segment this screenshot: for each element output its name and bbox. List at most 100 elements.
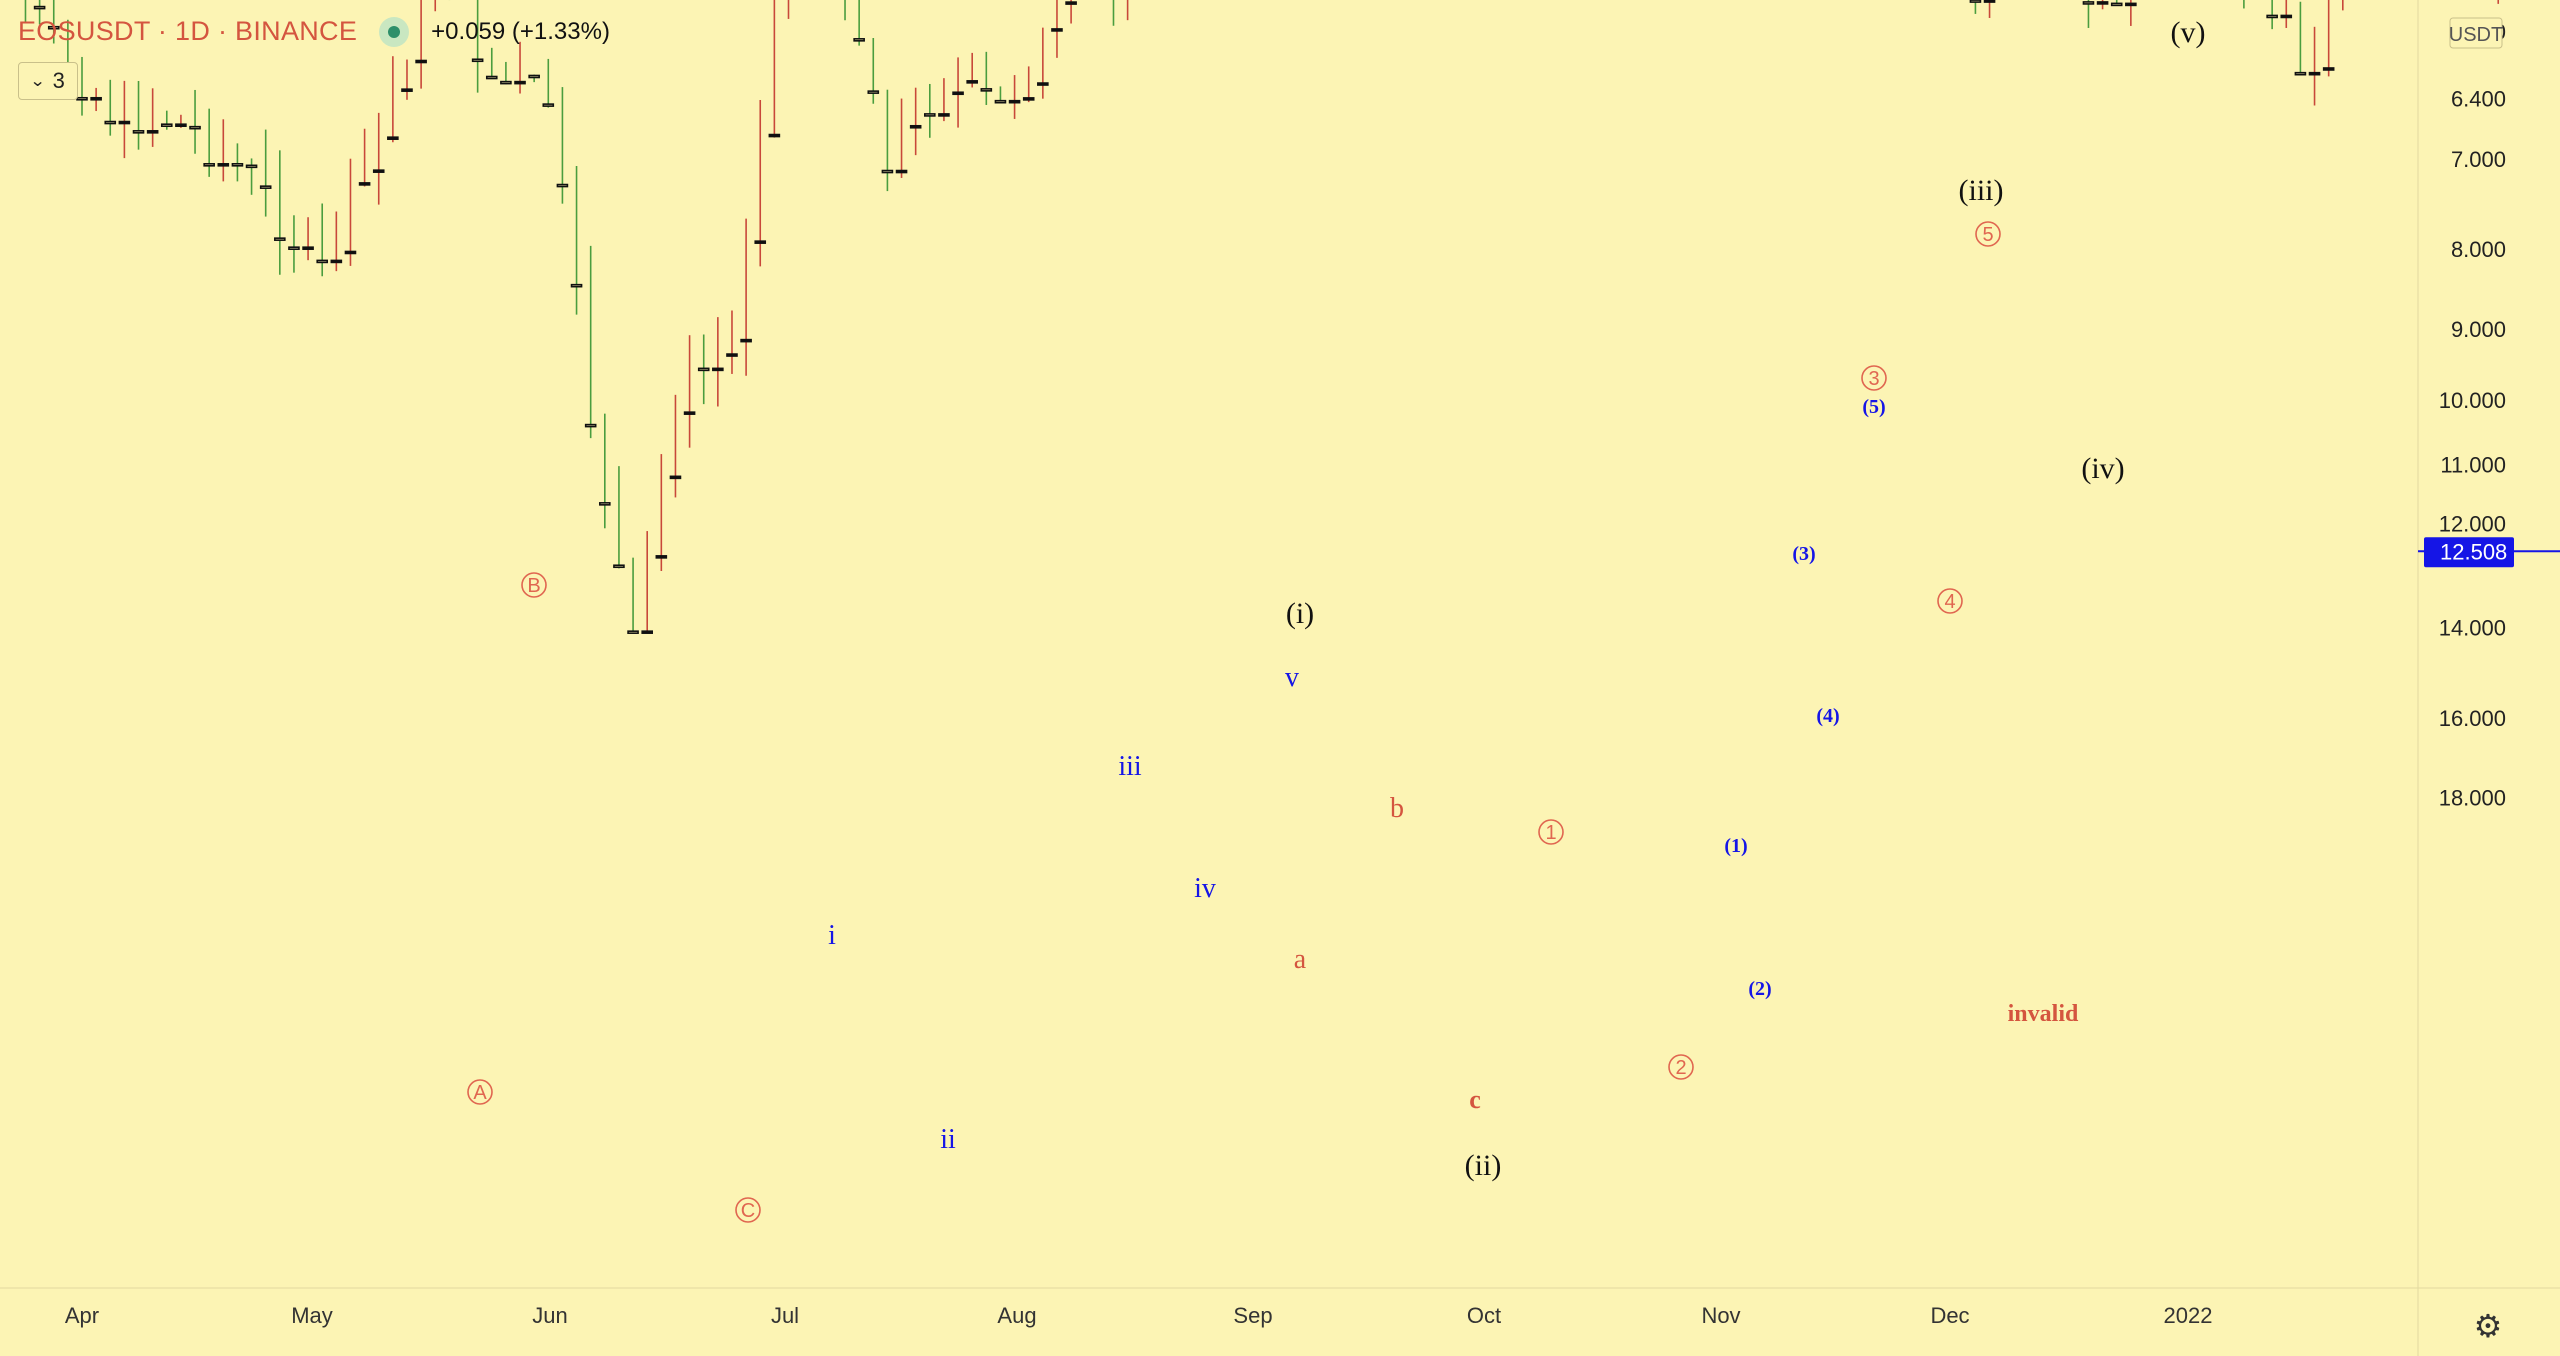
wave-label-blue-roman-2: ii (940, 1124, 956, 1155)
candle[interactable] (514, 80, 526, 85)
candle[interactable] (853, 38, 865, 42)
candle[interactable] (1008, 99, 1021, 104)
candle[interactable] (2096, 1, 2109, 5)
candle[interactable] (570, 283, 583, 288)
candle[interactable] (2280, 14, 2293, 19)
wave-label-blue-3: (3) (1792, 543, 1815, 565)
candle[interactable] (330, 259, 343, 264)
candle[interactable] (2125, 2, 2137, 7)
candle[interactable] (175, 123, 187, 128)
candle[interactable] (302, 246, 314, 250)
candle[interactable] (754, 240, 767, 244)
gear-icon[interactable]: ⚙ (2473, 1308, 2503, 1344)
candle[interactable] (1969, 0, 1982, 3)
time-axis-label: Dec (1930, 1303, 1969, 1328)
candle[interactable] (288, 246, 300, 250)
candle[interactable] (2266, 14, 2278, 19)
candle[interactable] (316, 259, 329, 264)
candle[interactable] (259, 185, 272, 189)
candle[interactable] (189, 125, 201, 130)
candle[interactable] (683, 411, 696, 415)
price-axis-label: 7.000 (2451, 147, 2506, 172)
price-axis-label: 14.000 (2439, 615, 2506, 640)
candle[interactable] (2322, 67, 2335, 71)
candle[interactable] (500, 80, 512, 85)
candle[interactable] (203, 163, 215, 167)
candle[interactable] (599, 502, 611, 506)
candle[interactable] (274, 237, 286, 241)
candle[interactable] (146, 130, 159, 134)
candle[interactable] (994, 99, 1007, 104)
candle[interactable] (923, 113, 936, 117)
candle[interactable] (485, 75, 498, 80)
symbol-title[interactable]: EOSUSDT · 1D · BINANCE (18, 16, 358, 46)
invalid-label: invalid (2008, 1001, 2079, 1027)
candle[interactable] (33, 5, 46, 10)
candle[interactable] (641, 630, 654, 634)
price-axis-label: 12.000 (2439, 511, 2506, 536)
candle[interactable] (966, 80, 978, 84)
candle[interactable] (1065, 1, 1077, 5)
candle[interactable] (881, 169, 894, 174)
candle[interactable] (584, 423, 597, 428)
chevron-down-icon: ⌄ (29, 73, 46, 90)
candle[interactable] (909, 124, 922, 129)
candle[interactable] (47, 25, 60, 30)
candle[interactable] (245, 164, 258, 169)
currency-box (2449, 17, 2503, 49)
candle[interactable] (372, 169, 385, 173)
candle[interactable] (952, 91, 964, 96)
candle[interactable] (627, 630, 639, 634)
candle[interactable] (655, 555, 668, 559)
candle[interactable] (2110, 2, 2123, 7)
price-badge (2424, 537, 2514, 568)
candle[interactable] (613, 564, 625, 569)
wave-label-blue-1: (1) (1724, 835, 1747, 857)
wave-label-blue-roman-1: i (828, 920, 836, 951)
candle[interactable] (740, 338, 752, 343)
candle[interactable] (1983, 0, 1996, 3)
candle[interactable] (980, 88, 993, 92)
candle[interactable] (401, 88, 413, 92)
candle[interactable] (2308, 71, 2321, 76)
candle[interactable] (2294, 71, 2307, 76)
candle[interactable] (542, 103, 555, 107)
candle[interactable] (556, 183, 569, 188)
candle[interactable] (895, 169, 908, 174)
candle[interactable] (415, 59, 427, 64)
candle[interactable] (1051, 28, 1063, 32)
candle[interactable] (471, 58, 484, 63)
candle[interactable] (1022, 97, 1035, 101)
wave-label-circled-A-ring (467, 1079, 493, 1105)
candle[interactable] (217, 163, 230, 167)
wave-label-circled-2-ring (1668, 1054, 1694, 1080)
time-axis-label: 2022 (2164, 1303, 2213, 1328)
candle[interactable] (90, 96, 102, 101)
candle[interactable] (528, 74, 540, 79)
candle[interactable] (231, 163, 244, 167)
candle[interactable] (2082, 1, 2095, 5)
candle[interactable] (712, 367, 724, 372)
candle[interactable] (76, 96, 88, 101)
candle[interactable] (344, 250, 357, 255)
candle[interactable] (1037, 82, 1049, 86)
candle[interactable] (669, 475, 682, 480)
candle[interactable] (697, 367, 710, 372)
price-change: +0.059 (+1.33%) (431, 17, 610, 45)
candle[interactable] (938, 113, 950, 117)
candle[interactable] (118, 120, 131, 125)
candle[interactable] (726, 353, 738, 357)
candle[interactable] (358, 182, 371, 186)
indicators-collapse-button[interactable]: ⌄ 3 (18, 62, 78, 100)
candle[interactable] (387, 136, 399, 140)
wave-label-circled-3-ring (1861, 365, 1887, 391)
price-axis-label: 9.000 (2451, 317, 2506, 342)
candle[interactable] (132, 130, 145, 134)
candle[interactable] (160, 123, 173, 128)
wave-label-circled-B-ring (521, 572, 547, 598)
candle[interactable] (768, 133, 781, 138)
candle[interactable] (104, 120, 117, 125)
candle[interactable] (867, 90, 880, 94)
